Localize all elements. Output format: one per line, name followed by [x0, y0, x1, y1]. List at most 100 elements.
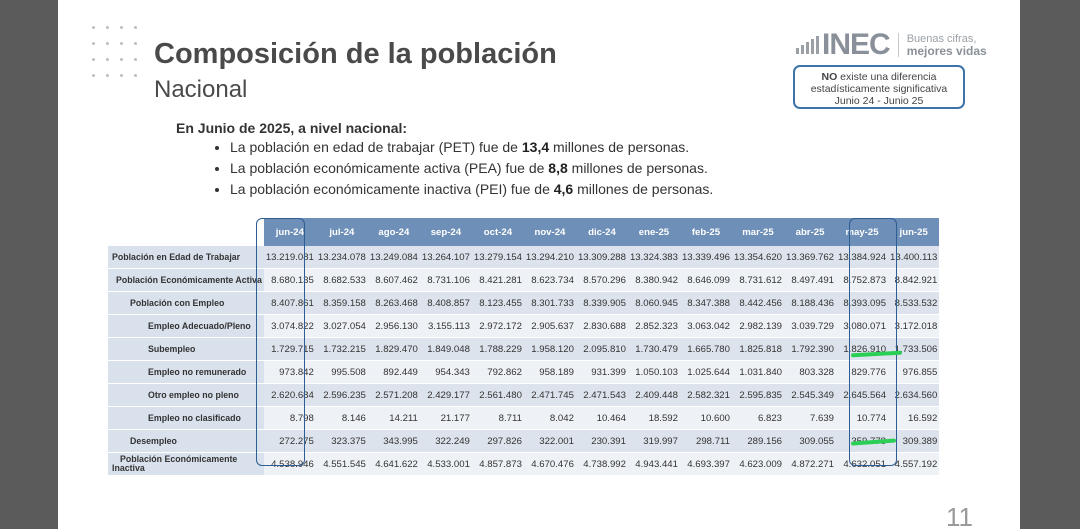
table-cell: 1.050.103	[627, 360, 680, 384]
table-cell: 14.211	[367, 406, 420, 430]
table-cell: 2.596.235	[315, 383, 368, 407]
table-cell: 2.905.637	[523, 314, 576, 338]
table-cell: 8.146	[315, 406, 368, 430]
table-cell: 4.872.271	[784, 452, 837, 476]
table-cell: 4.551.545	[315, 452, 368, 476]
table-row: Población en Edad de Trabajar 13.219.081 1…	[108, 246, 940, 269]
table-cell: 792.862	[471, 360, 524, 384]
table-cell: 322.249	[419, 429, 472, 453]
table-cell: 8.263.468	[367, 291, 420, 315]
table-cell: 309.055	[784, 429, 837, 453]
table-cell: 8.408.857	[419, 291, 472, 315]
table-cell: 343.995	[367, 429, 420, 453]
table-cell: 10.600	[679, 406, 732, 430]
table-cell: 8.533.532	[888, 291, 940, 315]
table-cell: 8.339.905	[575, 291, 628, 315]
table-row: Población Económicamente Activa 8.680.135…	[108, 268, 940, 292]
significance-note: NO existe una diferencia estadísticament…	[793, 65, 965, 109]
table-cell: 2.571.208	[367, 383, 420, 407]
page-number: 11	[946, 502, 973, 529]
table-cell: 8.060.945	[627, 291, 680, 315]
table-cell: 1.665.780	[679, 337, 732, 361]
table-cell: 13.400.113	[888, 246, 940, 269]
row-label: Población Económicamente Inactiva	[108, 452, 264, 476]
table-cell: 4.693.397	[679, 452, 732, 476]
table-cell: 2.595.835	[731, 383, 784, 407]
table-cell: 1.730.479	[627, 337, 680, 361]
table-row: Empleo no clasificado 8.798 8.146 14.211 21.…	[108, 406, 940, 430]
table-cell: 1.733.506	[888, 337, 940, 361]
table-cell: 13.249.084	[367, 246, 420, 269]
summary: En Junio de 2025, a nivel nacional: La p…	[176, 120, 713, 201]
table-cell: 272.275	[263, 429, 316, 453]
table-cell: 289.156	[731, 429, 784, 453]
bars-icon	[796, 36, 819, 54]
table-cell: 4.557.192	[888, 452, 940, 476]
table-cell: 8.497.491	[784, 268, 837, 292]
table-cell: 4.632.051	[836, 452, 889, 476]
table-cell: 13.219.081	[263, 246, 316, 269]
summary-text: La población económicamente inactiva (PE…	[230, 181, 554, 197]
table-cell: 8.442.456	[731, 291, 784, 315]
table-cell: 995.508	[315, 360, 368, 384]
column-header: ene-25	[627, 218, 680, 246]
table-row: Empleo Adecuado/Pleno 3.074.822 3.027.054 2…	[108, 314, 940, 338]
table-cell: 2.471.543	[575, 383, 628, 407]
table-cell: 8.682.533	[315, 268, 368, 292]
table-cell: 13.354.620	[731, 246, 784, 269]
table-cell: 13.339.496	[679, 246, 732, 269]
table-cell: 6.823	[731, 406, 784, 430]
population-table-wrap: jun-24 jul-24 ago-24 sep-24 oct-24 nov-24 dic-…	[108, 218, 940, 476]
table-cell: 2.634.560	[888, 383, 940, 407]
summary-item: La población económicamente inactiva (PE…	[230, 180, 713, 198]
table-cell: 8.042	[523, 406, 576, 430]
row-label: Población con Empleo	[108, 291, 264, 315]
table-cell: 2.645.564	[836, 383, 889, 407]
table-cell: 954.343	[419, 360, 472, 384]
table-cell: 8.607.462	[367, 268, 420, 292]
column-header: dic-24	[575, 218, 628, 246]
table-row: Otro empleo no pleno 2.620.684 2.596.235 2.…	[108, 383, 940, 407]
table-corner	[108, 218, 264, 246]
table-cell: 8.347.388	[679, 291, 732, 315]
table-cell: 13.264.107	[419, 246, 472, 269]
table-cell: 319.997	[627, 429, 680, 453]
column-header: jun-25	[888, 218, 940, 246]
table-cell: 8.798	[263, 406, 316, 430]
column-header: abr-25	[784, 218, 837, 246]
summary-lead: En Junio de 2025, a nivel nacional:	[176, 120, 408, 136]
table-cell: 892.449	[367, 360, 420, 384]
table-cell: 8.680.135	[263, 268, 316, 292]
table-cell: 8.359.158	[315, 291, 368, 315]
table-row: Desempleo 272.275 323.375 343.995 322.249 297…	[108, 429, 940, 453]
column-header: oct-24	[471, 218, 524, 246]
table-cell: 1.958.120	[523, 337, 576, 361]
table-cell: 2.582.321	[679, 383, 732, 407]
table-cell: 3.063.042	[679, 314, 732, 338]
table-cell: 298.711	[679, 429, 732, 453]
table-cell: 2.830.688	[575, 314, 628, 338]
table-row: Subempleo 1.729.715 1.732.215 1.829.470 1.84…	[108, 337, 940, 361]
inec-logo: INEC Buenas cifras, mejores vidas	[796, 28, 987, 62]
table-cell: 4.670.476	[523, 452, 576, 476]
page-title: Composición de la población	[154, 38, 557, 70]
table-cell: 4.641.622	[367, 452, 420, 476]
column-header: nov-24	[523, 218, 576, 246]
summary-text: La población en edad de trabajar (PET) f…	[230, 139, 522, 155]
table-cell: 13.309.288	[575, 246, 628, 269]
slide: Composición de la población Nacional INE…	[58, 0, 1020, 529]
slogan-line-1: Buenas cifras,	[906, 32, 977, 45]
table-cell: 4.857.873	[471, 452, 524, 476]
column-header: ago-24	[367, 218, 420, 246]
row-label: Población Económicamente Activa	[108, 268, 264, 292]
population-table: jun-24 jul-24 ago-24 sep-24 oct-24 nov-24 dic-…	[108, 218, 940, 476]
table-cell: 2.561.480	[471, 383, 524, 407]
row-label-line: Población Económicamente	[120, 454, 238, 464]
table-cell: 297.826	[471, 429, 524, 453]
table-cell: 2.852.323	[627, 314, 680, 338]
table-cell: 8.752.873	[836, 268, 889, 292]
table-cell: 8.731.106	[419, 268, 472, 292]
table-cell: 10.464	[575, 406, 628, 430]
row-label: Empleo no clasificado	[108, 406, 264, 430]
table-cell: 2.545.349	[784, 383, 837, 407]
